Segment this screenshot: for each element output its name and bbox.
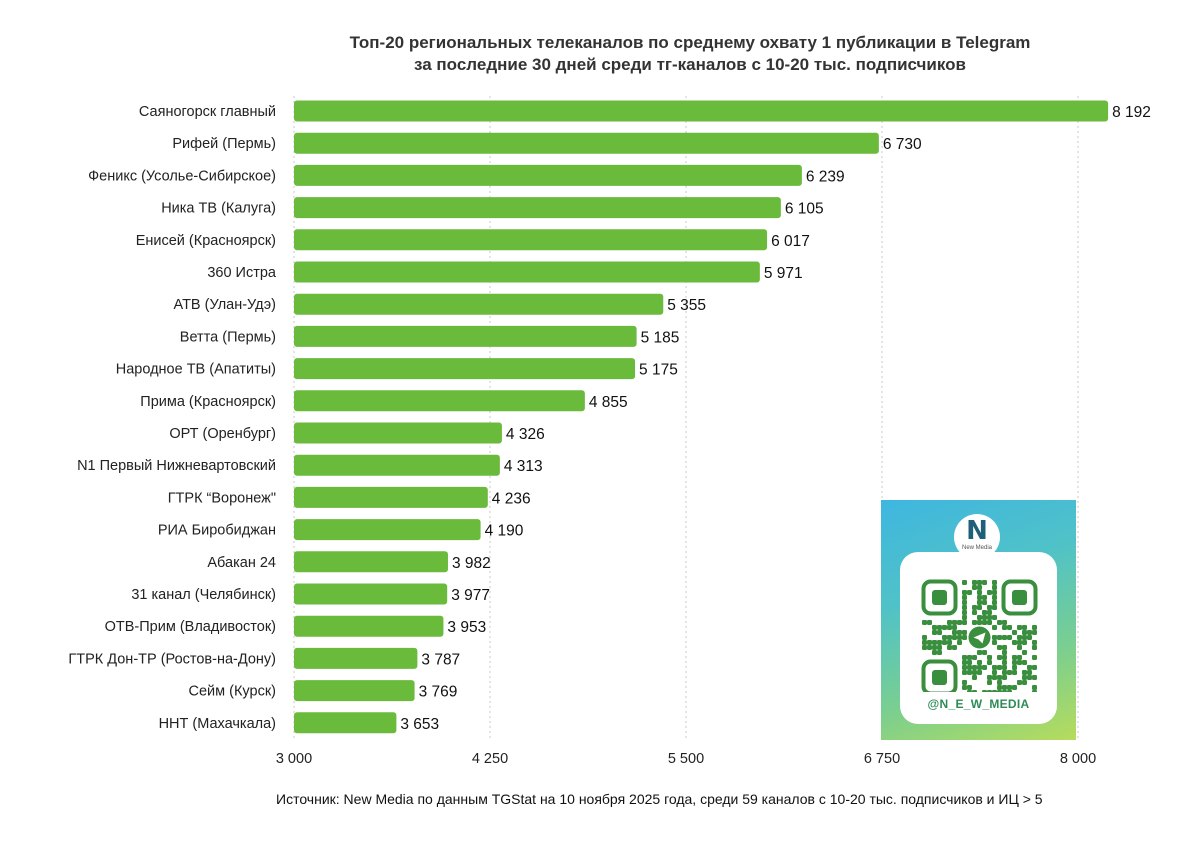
value-label: 3 982 — [452, 555, 491, 572]
category-label: Ветта (Пермь) — [180, 329, 276, 345]
value-label: 4 326 — [506, 426, 545, 443]
bar — [294, 293, 664, 315]
category-label: Феникс (Усолье-Сибирское) — [88, 168, 276, 184]
category-label: АТВ (Улан-Удэ) — [174, 297, 276, 313]
category-label: Прима (Красноярск) — [140, 394, 276, 410]
category-label: ГТРК Дон-ТР (Ростов-на-Дону) — [68, 651, 276, 667]
category-label: Ника ТВ (Калуга) — [161, 201, 276, 217]
bar — [294, 358, 636, 380]
x-tick-label: 4 250 — [472, 751, 508, 767]
value-label: 4 313 — [504, 458, 543, 475]
category-label: 31 канал (Челябинск) — [131, 587, 276, 603]
bar — [294, 615, 444, 637]
qr-promo-card[interactable]: N New Media @N_E_W_MEDIA — [881, 500, 1076, 740]
value-label: 3 653 — [400, 716, 439, 733]
value-labels: 8 192 6 730 6 239 6 105 6 017 5 971 5 355 5 185… — [400, 104, 1151, 733]
source-note: Источник: New Media по данным TGStat на … — [276, 791, 1043, 807]
logo-text: New Media — [961, 545, 992, 551]
logo-letter: N — [966, 516, 988, 546]
bar — [294, 647, 418, 669]
category-label: ННТ (Махачкала) — [159, 716, 276, 732]
bar — [294, 680, 415, 702]
bar — [294, 551, 448, 573]
bar — [294, 325, 637, 347]
value-label: 6 730 — [883, 136, 922, 153]
bar — [294, 390, 585, 412]
bar — [294, 197, 781, 219]
value-label: 5 971 — [764, 265, 803, 282]
bar — [294, 164, 802, 186]
qr-code[interactable] — [900, 552, 1057, 696]
bars — [294, 100, 1109, 734]
value-label: 5 355 — [667, 297, 706, 314]
category-label: Народное ТВ (Апатиты) — [116, 362, 276, 378]
bar — [294, 229, 768, 251]
value-label: 3 769 — [419, 684, 458, 701]
bar — [294, 454, 500, 476]
category-label: Сейм (Курск) — [189, 684, 276, 700]
value-label: 6 239 — [806, 168, 845, 185]
x-tick-label: 8 000 — [1060, 751, 1096, 767]
value-label: 4 855 — [589, 394, 628, 411]
value-label: 4 190 — [485, 523, 524, 540]
category-label: Саяногорск главный — [139, 104, 276, 120]
bar — [294, 712, 397, 734]
x-tick-label: 5 500 — [668, 751, 704, 767]
x-axis-ticks: 3 000 4 250 5 500 6 750 8 000 — [276, 751, 1096, 767]
value-label: 3 977 — [451, 587, 490, 604]
category-label: N1 Первый Нижневартовский — [77, 458, 276, 474]
category-label: ОТВ-Прим (Владивосток) — [105, 619, 276, 635]
bar — [294, 519, 481, 541]
bar — [294, 132, 879, 154]
value-label: 5 185 — [641, 329, 680, 346]
bar — [294, 422, 502, 444]
category-label: 360 Истра — [207, 265, 277, 281]
value-label: 3 953 — [447, 619, 486, 636]
chart-title: Топ-20 региональных телеканалов по средн… — [349, 33, 1031, 52]
qr-code-panel: @N_E_W_MEDIA — [900, 552, 1057, 724]
value-label: 3 787 — [421, 651, 460, 668]
bar — [294, 261, 760, 283]
value-label: 8 192 — [1112, 104, 1151, 121]
x-tick-label: 3 000 — [276, 751, 312, 767]
bar — [294, 486, 488, 508]
category-label: ОРТ (Оренбург) — [169, 426, 276, 442]
category-label: Абакан 24 — [207, 555, 276, 571]
x-tick-label: 6 750 — [864, 751, 900, 767]
chart-title-block: Топ-20 региональных телеканалов по средн… — [290, 32, 1090, 76]
value-label: 6 017 — [771, 233, 810, 250]
category-label: РИА Биробиджан — [158, 523, 276, 539]
value-label: 4 236 — [492, 490, 531, 507]
category-label: Енисей (Красноярск) — [136, 233, 276, 249]
bar — [294, 100, 1109, 122]
bar — [294, 583, 448, 605]
category-label: Рифей (Пермь) — [172, 136, 276, 152]
qr-handle: @N_E_W_MEDIA — [927, 697, 1030, 711]
value-label: 6 105 — [785, 201, 824, 218]
category-labels: Саяногорск главный Рифей (Пермь) Феникс (У… — [68, 104, 277, 732]
chart-subtitle: за последние 30 дней среди тг-каналов с … — [414, 55, 966, 74]
category-label: ГТРК “Воронеж" — [168, 490, 276, 506]
value-label: 5 175 — [639, 362, 678, 379]
